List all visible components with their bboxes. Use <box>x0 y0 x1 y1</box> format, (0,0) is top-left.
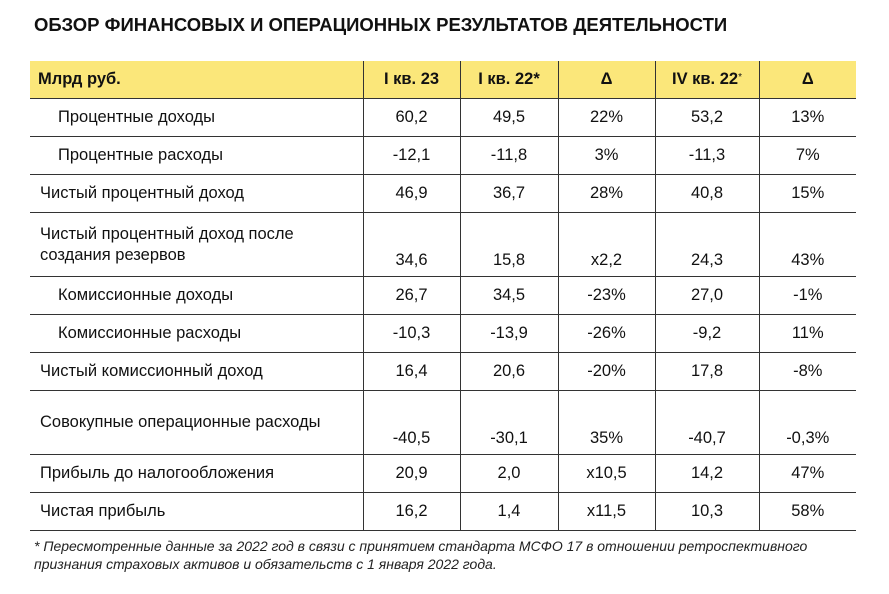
cell-value: 58% <box>758 492 856 531</box>
cell-value: 46,9 <box>362 174 460 213</box>
financial-results-table: Млрд руб. I кв. 23 I кв. 22* Δ IV кв. 22… <box>30 61 856 531</box>
cell-value: 49,5 <box>459 98 558 137</box>
cell-value: -13,9 <box>459 314 558 353</box>
cell-value: 3% <box>557 136 655 175</box>
cell-value: -20% <box>557 352 655 391</box>
table-row: Чистая прибыль 16,2 1,4 x11,5 10,3 58% <box>30 492 856 531</box>
cell-value: 17,8 <box>654 352 759 391</box>
cell-value: 15,8 <box>459 212 558 277</box>
cell-value: 47% <box>758 454 856 493</box>
header-delta-qoq: Δ <box>758 61 856 99</box>
row-label: Процентные расходы <box>30 136 363 175</box>
cell-value: -30,1 <box>459 390 558 455</box>
cell-value: -0,3% <box>758 390 856 455</box>
cell-value: 20,9 <box>362 454 460 493</box>
page-title: ОБЗОР ФИНАНСОВЫХ И ОПЕРАЦИОННЫХ РЕЗУЛЬТА… <box>34 14 728 35</box>
row-label: Комиссионные доходы <box>30 276 363 315</box>
cell-value: 22% <box>557 98 655 137</box>
cell-value: 1,4 <box>459 492 558 531</box>
row-label: Чистый комиссионный доход <box>30 352 363 391</box>
cell-value: 43% <box>758 212 856 277</box>
table-row: Совокупные операционные расходы -40,5 -3… <box>30 390 856 455</box>
cell-value: x11,5 <box>557 492 655 531</box>
cell-value: 14,2 <box>654 454 759 493</box>
cell-value: -9,2 <box>654 314 759 353</box>
row-label: Чистая прибыль <box>30 492 363 531</box>
cell-value: 36,7 <box>459 174 558 213</box>
cell-value: -11,8 <box>459 136 558 175</box>
cell-value: 35% <box>557 390 655 455</box>
table-row: Чистый процентный доход после создания р… <box>30 212 856 277</box>
table-row: Чистый процентный доход 46,9 36,7 28% 40… <box>30 174 856 213</box>
cell-value: -23% <box>557 276 655 315</box>
row-label: Прибыль до налогообложения <box>30 454 363 493</box>
row-label: Совокупные операционные расходы <box>30 390 363 455</box>
cell-value: -40,5 <box>362 390 460 455</box>
table-row: Процентные доходы 60,2 49,5 22% 53,2 13% <box>30 98 856 137</box>
cell-value: 10,3 <box>654 492 759 531</box>
row-label: Процентные доходы <box>30 98 363 137</box>
cell-value: 26,7 <box>362 276 460 315</box>
table-row: Процентные расходы -12,1 -11,8 3% -11,3 … <box>30 136 856 175</box>
cell-value: 13% <box>758 98 856 137</box>
cell-value: -40,7 <box>654 390 759 455</box>
cell-value: -1% <box>758 276 856 315</box>
footnote: * Пересмотренные данные за 2022 год в св… <box>34 538 808 572</box>
table-header-row: Млрд руб. I кв. 23 I кв. 22* Δ IV кв. 22… <box>30 61 856 99</box>
table-row: Прибыль до налогообложения 20,9 2,0 x10,… <box>30 454 856 493</box>
cell-value: 60,2 <box>362 98 460 137</box>
cell-value: 20,6 <box>459 352 558 391</box>
cell-value: 15% <box>758 174 856 213</box>
cell-value: -12,1 <box>362 136 460 175</box>
header-q4-22-footnote-mark: * <box>738 72 742 83</box>
cell-value: 16,4 <box>362 352 460 391</box>
header-q4-22-label: IV кв. 22 <box>671 70 739 88</box>
table-row: Комиссионные расходы -10,3 -13,9 -26% -9… <box>30 314 856 353</box>
cell-value: 16,2 <box>362 492 460 531</box>
cell-value: -11,3 <box>654 136 759 175</box>
row-label: Комиссионные расходы <box>30 314 363 353</box>
header-delta-yoy: Δ <box>557 61 655 99</box>
cell-value: 7% <box>758 136 856 175</box>
cell-value: 53,2 <box>654 98 759 137</box>
cell-value: -8% <box>758 352 856 391</box>
cell-value: 11% <box>758 314 856 353</box>
cell-value: -10,3 <box>362 314 460 353</box>
cell-value: -26% <box>557 314 655 353</box>
cell-value: 40,8 <box>654 174 759 213</box>
cell-value: x10,5 <box>557 454 655 493</box>
header-q1-22: I кв. 22* <box>459 61 558 99</box>
header-units: Млрд руб. <box>30 61 363 99</box>
table-row: Комиссионные доходы 26,7 34,5 -23% 27,0 … <box>30 276 856 315</box>
cell-value: 34,5 <box>459 276 558 315</box>
header-q4-22: IV кв. 22* <box>654 61 759 99</box>
cell-value: x2,2 <box>557 212 655 277</box>
cell-value: 27,0 <box>654 276 759 315</box>
cell-value: 24,3 <box>654 212 759 277</box>
row-label: Чистый процентный доход после создания р… <box>30 212 363 277</box>
table-row: Чистый комиссионный доход 16,4 20,6 -20%… <box>30 352 856 391</box>
cell-value: 2,0 <box>459 454 558 493</box>
row-label: Чистый процентный доход <box>30 174 363 213</box>
header-q1-23: I кв. 23 <box>362 61 460 99</box>
cell-value: 34,6 <box>362 212 460 277</box>
cell-value: 28% <box>557 174 655 213</box>
